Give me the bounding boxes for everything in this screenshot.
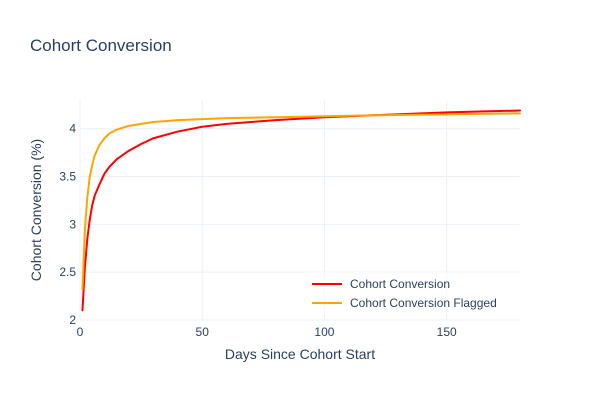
x-tick-label: 100 [314,325,334,339]
legend[interactable]: Cohort Conversion Cohort Conversion Flagg… [306,272,518,314]
x-tick-label: 150 [437,325,457,339]
series-line-2 [81,112,521,291]
gridlines [79,100,520,321]
legend-label[interactable]: Cohort Conversion [350,277,450,291]
series-line-1 [81,109,521,312]
y-tick-label: 2 [69,313,76,327]
series-layer [81,109,521,312]
y-tick-label: 4 [69,122,76,136]
x-tick-label: 50 [196,325,210,339]
x-axis-ticks: 0 50 100 150 [77,325,457,339]
y-tick-label: 3.5 [59,170,76,184]
chart-title: Cohort Conversion [30,36,172,55]
x-axis-title: Days Since Cohort Start [225,346,375,362]
y-axis-title: Cohort Conversion (%) [28,139,44,281]
y-tick-label: 3 [69,217,76,231]
y-tick-label: 2.5 [59,265,76,279]
y-axis-ticks: 2 2.5 3 3.5 4 [59,122,76,327]
x-tick-label: 0 [77,325,84,339]
legend-background [306,272,518,314]
legend-label[interactable]: Cohort Conversion Flagged [350,296,497,310]
